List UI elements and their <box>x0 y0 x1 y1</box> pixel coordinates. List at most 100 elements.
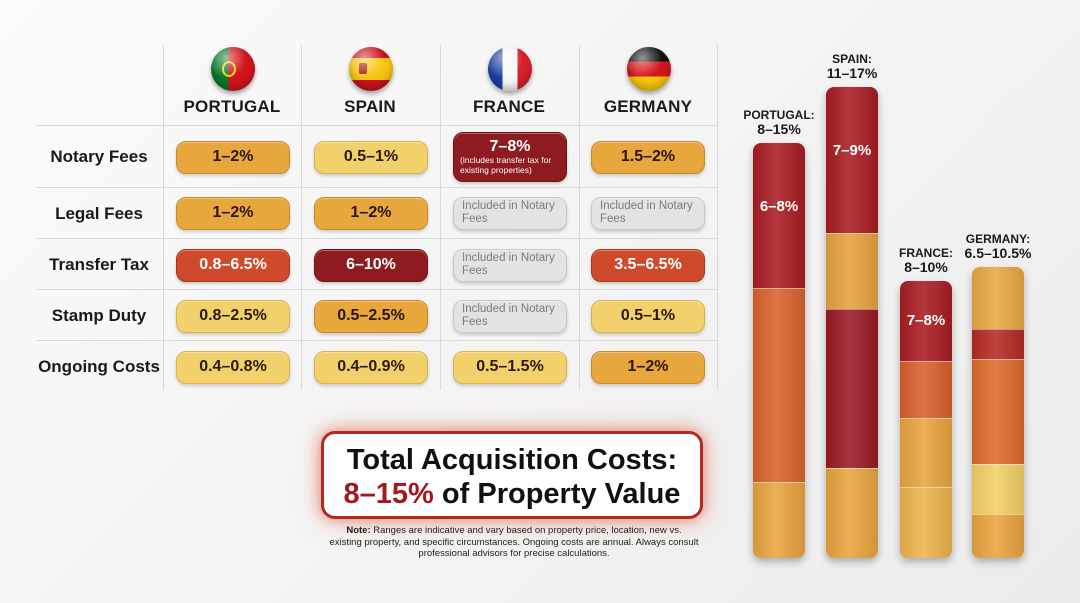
value-pill: 0.8–6.5% <box>176 248 290 282</box>
bar-segment <box>900 487 952 558</box>
value-pill: 0.4–0.8% <box>176 350 290 384</box>
row-label-ongoing-costs: Ongoing Costs <box>38 357 160 376</box>
bar-title-spain: SPAIN: 11–17% <box>797 52 907 80</box>
bar-segment <box>826 87 878 233</box>
value-text: 6–10% <box>346 256 396 273</box>
segment-label: 6–8% <box>759 197 799 215</box>
country-header-germany: GERMANY <box>603 97 693 116</box>
divider <box>36 289 718 290</box>
bar-segment <box>900 418 952 488</box>
value-pill: 0.8–2.5% <box>176 299 290 333</box>
value-text: Included in Notary Fees <box>462 252 555 277</box>
value-text: 1–2% <box>627 358 669 375</box>
value-pill: 0.5–1% <box>314 140 428 174</box>
disclaimer-note: Note: Ranges are indicative and vary bas… <box>329 525 699 560</box>
divider <box>301 45 302 390</box>
bar-spain: 7–9% <box>826 87 878 558</box>
value-text: 0.5–1% <box>343 148 399 165</box>
value-pill: Included in Notary Fees <box>453 299 567 333</box>
value-text: 0.5–1.5% <box>476 358 544 375</box>
bar-range-label: 8–15% <box>757 120 801 137</box>
value-pill: Included in Notary Fees <box>591 196 705 230</box>
bar-segment <box>972 358 1024 464</box>
value-text: 0.4–0.9% <box>337 358 405 375</box>
bar-segment <box>826 308 878 468</box>
bar-segment <box>900 361 952 419</box>
value-text: 0.5–1% <box>620 307 676 324</box>
portugal-flag-icon <box>211 47 255 91</box>
total-costs-range: 8–15% <box>343 478 434 510</box>
bar-title-germany: GERMANY: 6.5–10.5% <box>943 232 1053 260</box>
bar-range-label: 8–10% <box>904 259 948 275</box>
value-pill: 7–8% (includes transfer tax for existing … <box>453 132 567 182</box>
comparison-table: PORTUGAL SPAIN FRANCE GERMANY Notary Fee… <box>0 0 730 400</box>
bar-segment <box>972 267 1024 330</box>
bar-portugal: 6–8% <box>753 142 805 559</box>
bar-segment <box>972 513 1024 558</box>
bar-category-label: GERMANY: <box>965 232 1031 247</box>
value-text: 0.8–2.5% <box>199 307 267 324</box>
value-pill: 6–10% <box>314 248 428 282</box>
value-text: 7–8% <box>489 138 531 155</box>
bar-segment <box>826 467 878 558</box>
value-text: 3.5–6.5% <box>614 256 682 273</box>
divider <box>717 45 718 390</box>
bar-category-label: PORTUGAL: <box>743 107 815 122</box>
spain-flag-icon <box>349 47 393 91</box>
total-costs-line2: 8–15% of Property Value <box>324 478 700 511</box>
bar-range-label: 11–17% <box>826 65 878 82</box>
bar-france: 7–8% <box>900 281 952 558</box>
bar-segment <box>753 481 805 558</box>
value-pill: 0.5–1% <box>591 299 705 333</box>
bar-segment <box>972 463 1024 514</box>
value-pill: 0.4–0.9% <box>314 350 428 384</box>
france-flag-icon <box>488 47 532 91</box>
row-label-stamp-duty: Stamp Duty <box>51 306 147 325</box>
value-text: Included in Notary Fees <box>600 200 693 225</box>
divider <box>36 187 718 188</box>
bar-segment <box>753 287 805 482</box>
segment-label: 7–9% <box>832 142 872 160</box>
total-costs-suffix: of Property Value <box>433 478 681 510</box>
bar-category-label: FRANCE: <box>899 246 953 260</box>
value-note: (includes transfer tax for existing prop… <box>460 155 552 175</box>
divider <box>163 45 164 390</box>
bar-segment <box>753 142 805 288</box>
value-text: Included in Notary Fees <box>462 303 555 328</box>
value-text: 1–2% <box>350 204 392 221</box>
value-text: 1–2% <box>212 148 254 165</box>
total-costs-line1: Total Acquisition Costs: <box>346 444 678 476</box>
value-text: 0.8–6.5% <box>199 256 267 273</box>
bar-range-label: 6.5–10.5% <box>964 245 1032 262</box>
germany-flag-icon <box>627 47 671 91</box>
value-pill: 1–2% <box>314 196 428 230</box>
row-label-legal-fees: Legal Fees <box>55 204 143 223</box>
bar-segment <box>972 329 1024 359</box>
value-pill: 1–2% <box>176 196 290 230</box>
note-text: Ranges are indicative and vary based on … <box>329 525 699 559</box>
value-pill: 1.5–2% <box>591 140 705 174</box>
value-text: 1.5–2% <box>620 148 676 165</box>
divider <box>440 45 441 390</box>
divider <box>36 238 718 239</box>
row-label-transfer-tax: Transfer Tax <box>49 255 149 274</box>
value-pill: 1–2% <box>591 350 705 384</box>
country-header-portugal: PORTUGAL <box>183 97 281 116</box>
bar-segment <box>826 232 878 309</box>
bar-title-portugal: PORTUGAL: 8–15% <box>724 108 834 136</box>
divider <box>36 125 718 126</box>
bar-germany <box>972 267 1024 558</box>
bar-title-france: FRANCE: 8–10% <box>871 246 981 274</box>
value-text: 1–2% <box>212 204 254 221</box>
value-text: Included in Notary Fees <box>462 200 555 225</box>
value-pill: 0.5–1.5% <box>453 350 567 384</box>
bar-category-label: SPAIN: <box>832 52 872 67</box>
value-pill: 1–2% <box>176 140 290 174</box>
total-costs-callout: Total Acquisition Costs: 8–15% of Proper… <box>321 431 703 519</box>
value-pill: Included in Notary Fees <box>453 196 567 230</box>
value-pill: 0.5–2.5% <box>314 299 428 333</box>
row-label-notary-fees: Notary Fees <box>50 147 148 166</box>
value-pill: 3.5–6.5% <box>591 248 705 282</box>
country-header-france: FRANCE <box>472 97 546 116</box>
value-text: 0.5–2.5% <box>337 307 405 324</box>
